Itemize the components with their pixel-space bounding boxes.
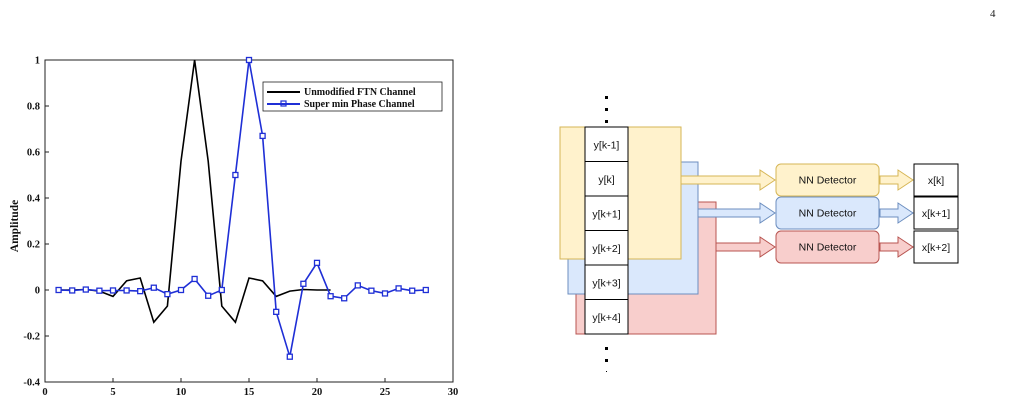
data-point	[55, 286, 62, 294]
data-point	[69, 287, 76, 294]
x-tick-label: 25	[380, 387, 391, 398]
data-point	[395, 285, 402, 292]
data-point	[150, 284, 157, 291]
y-tick-label: 0.8	[27, 102, 40, 113]
input-cell	[584, 299, 629, 335]
data-point	[354, 282, 361, 289]
x-axis-ticks: 0 5 10 15 20 25 30	[42, 378, 458, 398]
data-point	[109, 287, 117, 294]
y-tick-label: 1	[35, 56, 40, 67]
data-point	[137, 287, 144, 295]
nn-detector-label: NN Detector	[799, 242, 857, 254]
data-point	[368, 287, 375, 294]
data-point	[164, 290, 171, 298]
series-lines	[58, 59, 426, 357]
series-markers	[55, 56, 429, 360]
data-point	[259, 132, 266, 140]
data-point	[245, 56, 253, 64]
legend-series-1: Unmodified FTN Channel	[304, 87, 416, 98]
output-cell	[913, 230, 959, 264]
output-cell	[913, 196, 959, 230]
arrow-to-detector-icon	[715, 236, 776, 258]
nn-detector-box	[775, 230, 880, 264]
data-point	[327, 293, 334, 300]
x-tick-label: 10	[176, 387, 187, 398]
y-tick-label: 0	[35, 286, 40, 297]
amplitude-plot: -0.4 -0.2 0 0.2 0.4 0.6 0.8 1 0 5 10 15 20 25 30 Ampl…	[9, 56, 458, 399]
output-cell	[913, 163, 959, 197]
input-cell-label: y[k+1]	[592, 208, 620, 220]
page-number: 4	[990, 8, 996, 20]
series-line-2	[58, 59, 426, 357]
data-point	[313, 259, 321, 267]
nn-detector-diagram: y[k-1] y[k] y[k+1] y[k+2] y[k+3] y[k+4] NN De…	[559, 96, 959, 372]
x-tick-label: 30	[448, 387, 459, 398]
data-point	[286, 353, 293, 360]
legend-series-2: Super min Phase Channel	[304, 99, 415, 110]
input-cell-label: y[k+2]	[592, 243, 620, 255]
y-tick-label: 0.4	[27, 194, 41, 205]
data-point	[191, 275, 198, 283]
arrow-to-output-icon	[879, 202, 914, 224]
data-point	[409, 287, 416, 294]
input-cell-label: y[k]	[598, 174, 614, 186]
data-point	[381, 290, 389, 297]
data-point	[232, 171, 239, 179]
y-tick-label: 0.6	[27, 148, 40, 159]
x-tick-label: 20	[312, 387, 323, 398]
data-point	[341, 295, 348, 302]
data-point	[123, 287, 130, 294]
arrow-to-detector-icon	[680, 169, 776, 191]
y-tick-label: -0.2	[23, 332, 40, 343]
input-cell-label: y[k+3]	[592, 277, 620, 289]
input-cell	[584, 264, 629, 300]
data-point	[82, 286, 89, 293]
series-line-1	[58, 59, 331, 324]
legend: Unmodified FTN Channel Super min Phase C…	[262, 81, 443, 112]
output-cell-label: x[k+2]	[922, 242, 950, 254]
nn-detector-label: NN Detector	[799, 208, 857, 220]
y-tick-label: 0.2	[27, 240, 40, 251]
input-cell-label: y[k-1]	[594, 139, 620, 151]
nn-detector-box	[775, 163, 880, 197]
input-cell-label: y[k+4]	[592, 312, 620, 324]
data-point	[273, 308, 280, 316]
y-axis-label: Amplitude	[9, 200, 21, 252]
detector-rows: NN Detector x[k] NN Detector x[k+1] NN Detec…	[680, 163, 959, 264]
input-column: y[k-1] y[k] y[k+1] y[k+2] y[k+3] y[k+4]	[584, 126, 629, 335]
y-tick-label: -0.4	[23, 378, 40, 389]
input-cell	[584, 195, 629, 231]
data-point	[218, 286, 225, 294]
nn-detector-label: NN Detector	[799, 175, 857, 187]
input-cell	[584, 161, 629, 197]
input-cell	[584, 230, 629, 266]
data-point	[96, 287, 103, 294]
ellipsis-top-icon	[605, 96, 608, 123]
arrow-to-output-icon	[879, 236, 914, 258]
input-cell	[584, 126, 629, 162]
x-tick-label: 0	[42, 387, 47, 398]
output-cell-label: x[k]	[928, 175, 944, 187]
data-point	[422, 286, 429, 294]
data-point	[300, 280, 307, 287]
x-tick-label: 15	[244, 387, 255, 398]
data-point	[205, 292, 212, 299]
arrow-to-output-icon	[879, 169, 914, 191]
ellipsis-bottom-icon	[605, 347, 608, 372]
x-tick-label: 5	[110, 387, 115, 398]
output-cell-label: x[k+1]	[922, 208, 950, 220]
nn-detector-box	[775, 196, 880, 230]
plot-frame	[44, 59, 454, 383]
y-axis-ticks: -0.4 -0.2 0 0.2 0.4 0.6 0.8 1	[23, 56, 49, 389]
arrow-to-detector-icon	[697, 202, 776, 224]
data-point	[177, 286, 185, 294]
